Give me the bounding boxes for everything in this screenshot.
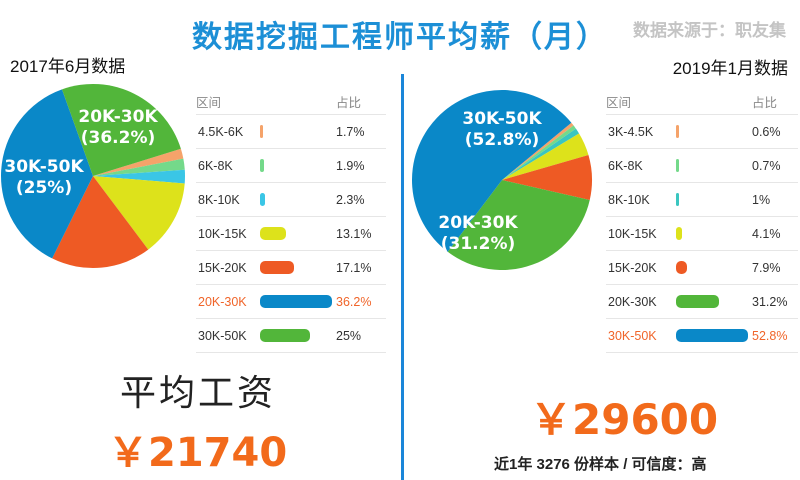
legend-share: 1.7%: [336, 114, 386, 149]
legend-share: 0.6%: [752, 114, 798, 149]
legend-range: 15K-20K: [196, 250, 260, 285]
legend-row: 20K-30K 36.2%: [196, 284, 386, 319]
pie-label-pct-30k-50k: (52.8%): [465, 130, 540, 150]
legend-row: 10K-15K 4.1%: [606, 216, 798, 251]
legend-row: 6K-8K 1.9%: [196, 148, 386, 183]
header-range: 区间: [606, 88, 676, 115]
pie-label-20k-30k: 20K-30K: [78, 107, 158, 127]
pie-slice-10k-15k: [502, 133, 589, 180]
legend-range: 30K-50K: [606, 318, 676, 353]
legend-range: 20K-30K: [196, 284, 260, 319]
pie-label-pct-20k-30k: (36.2%): [81, 128, 156, 148]
pie-slice-20k-30k: [447, 180, 590, 270]
legend-bar: [260, 125, 264, 138]
legend-bar: [260, 227, 287, 240]
legend-bar: [260, 329, 310, 342]
legend-range: 6K-8K: [606, 148, 676, 183]
legend-share: 1%: [752, 182, 798, 217]
legend-range: 10K-15K: [196, 216, 260, 251]
legend-range: 4.5K-6K: [196, 114, 260, 149]
pie-chart-2019: 30K-50K(52.8%) 20K-30K(31.2%): [411, 89, 592, 270]
legend-range: 10K-15K: [606, 216, 676, 251]
legend-range: 6K-8K: [196, 148, 260, 183]
legend-share: 31.2%: [752, 284, 798, 319]
legend-bar: [260, 159, 264, 172]
pie-slice-15k-20k: [52, 176, 149, 268]
pie-chart-2017: 20K-30K(36.2%) 30K-50K(25%): [1, 84, 186, 268]
pie-slice-8k-10k: [93, 169, 186, 184]
pie-slice-15k-20k: [502, 155, 592, 200]
pie-slice-6k-8k: [502, 125, 576, 180]
legend-range: 3K-4.5K: [606, 114, 676, 149]
legend-range: 15K-20K: [606, 250, 676, 285]
legend-share: 17.1%: [336, 250, 386, 285]
avg-salary-label: 平均工资: [120, 373, 277, 414]
legend-row: 30K-50K 25%: [196, 318, 386, 353]
legend-share: 36.2%: [336, 284, 386, 319]
legend-range: 30K-50K: [196, 318, 260, 353]
legend-table-2017: 区间 占比 4.5K-6K 1.7% 6K-8K 1.9% 8K-10K 2.3% 10K-…: [196, 88, 386, 353]
legend-bar: [676, 125, 679, 138]
avg-salary-2017: ￥21740: [108, 430, 288, 476]
legend-row: 3K-4.5K 0.6%: [606, 114, 798, 149]
pie-slice-8k-10k: [502, 128, 580, 180]
legend-bar: [676, 261, 687, 274]
legend-bar: [676, 295, 719, 308]
legend-share: 13.1%: [336, 216, 386, 251]
legend-row: 4.5K-6K 1.7%: [196, 114, 386, 149]
legend-range: 8K-10K: [196, 182, 260, 217]
legend-bar: [676, 227, 682, 240]
legend-bar: [260, 261, 294, 274]
legend-share: 4.1%: [752, 216, 798, 251]
legend-bar: [676, 329, 748, 342]
pie-label-pct-30k-50k: (25%): [16, 178, 72, 198]
chart-2019-title: 2019年1月数据: [672, 59, 788, 78]
legend-range: 20K-30K: [606, 284, 676, 319]
legend-row: 30K-50K 52.8%: [606, 318, 798, 353]
pie-label-30k-50k: 30K-50K: [4, 157, 84, 177]
pie-slice-20k-30k: [1, 89, 93, 259]
legend-row: 8K-10K 2.3%: [196, 182, 386, 217]
divider: [401, 74, 404, 480]
pie-slice-3k-4-5k: [502, 122, 574, 180]
legend-bar: [260, 295, 332, 308]
legend-row: 20K-30K 31.2%: [606, 284, 798, 319]
avg-salary-2019: ￥29600: [530, 395, 719, 444]
pie-label-pct-20k-30k: (31.2%): [441, 234, 516, 254]
legend-share: 7.9%: [752, 250, 798, 285]
pie-slice-6k-8k: [93, 158, 185, 176]
legend-bar: [676, 159, 679, 172]
legend-row: 15K-20K 7.9%: [606, 250, 798, 285]
legend-row: 6K-8K 0.7%: [606, 148, 798, 183]
legend-share: 2.3%: [336, 182, 386, 217]
legend-row: 15K-20K 17.1%: [196, 250, 386, 285]
header-range: 区间: [196, 88, 260, 115]
legend-bar: [676, 193, 679, 206]
legend-bar: [260, 193, 265, 206]
legend-range: 8K-10K: [606, 182, 676, 217]
header-share: 占比: [336, 88, 386, 115]
pie-slice-30k-50k: [411, 89, 572, 252]
pie-slice-10k-15k: [93, 176, 185, 250]
legend-share: 52.8%: [752, 318, 798, 353]
pie-slice-4-5k-6k: [93, 148, 184, 176]
legend-row: 10K-15K 13.1%: [196, 216, 386, 251]
pie-label-30k-50k: 30K-50K: [462, 109, 542, 129]
sample-note: 近1年 3276 份样本 / 可信度：高: [494, 456, 707, 473]
legend-row: 8K-10K 1%: [606, 182, 798, 217]
legend-share: 0.7%: [752, 148, 798, 183]
legend-share: 1.9%: [336, 148, 386, 183]
header-share: 占比: [752, 88, 798, 115]
chart-2017-title: 2017年6月数据: [10, 57, 126, 76]
legend-share: 25%: [336, 318, 386, 353]
data-source: 数据来源于：职友集: [633, 21, 786, 40]
page-title: 数据挖掘工程师平均薪（月）: [192, 21, 608, 54]
pie-slice-30k-50k: [62, 84, 181, 176]
pie-label-20k-30k: 20K-30K: [438, 213, 518, 233]
legend-table-2019: 区间 占比 3K-4.5K 0.6% 6K-8K 0.7% 8K-10K 1% 10K-15…: [606, 88, 798, 353]
